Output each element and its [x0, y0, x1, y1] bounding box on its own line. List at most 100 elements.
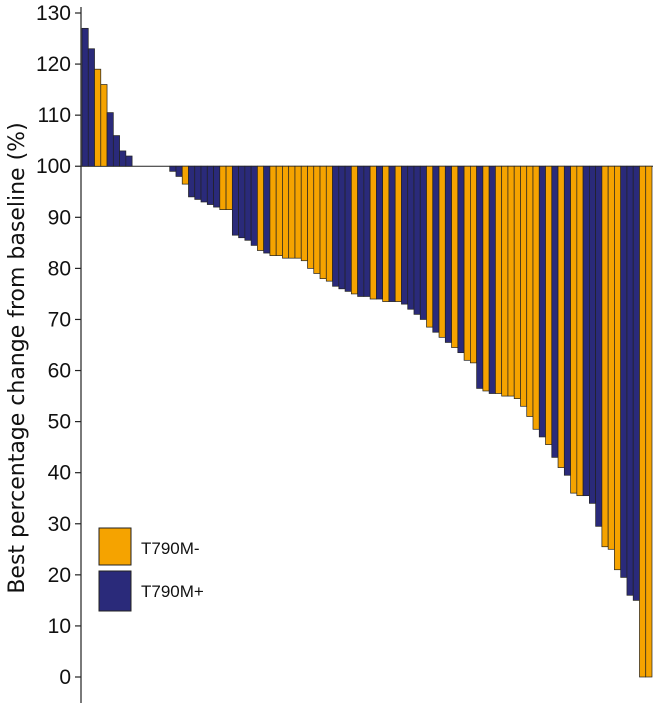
bar-t790m-negative: [495, 165, 503, 394]
legend-label-t790m-positive: T790M+: [141, 582, 204, 601]
bar-t790m-positive: [244, 165, 252, 241]
legend: T790M- T790M+: [98, 527, 204, 612]
bar-t790m-positive: [206, 165, 214, 205]
bar-t790m-negative: [100, 84, 108, 167]
bar-t790m-negative: [426, 165, 434, 328]
bar-t790m-negative: [288, 165, 296, 259]
bar-t790m-positive: [263, 165, 271, 254]
bar-t790m-negative: [576, 165, 584, 497]
bar-t790m-positive: [213, 165, 221, 208]
bar-t790m-positive: [444, 165, 452, 343]
y-tick-label: 50: [48, 411, 71, 434]
bar-t790m-positive: [200, 165, 208, 203]
bar-t790m-negative: [614, 165, 622, 571]
bar-t790m-positive: [563, 165, 571, 476]
bar-t790m-negative: [545, 165, 553, 445]
y-tick-label: 100: [36, 155, 71, 178]
bar-t790m-positive: [357, 165, 365, 297]
legend-swatch-t790m-negative: [98, 527, 132, 566]
bar-t790m-positive: [188, 165, 196, 198]
bar-t790m-positive: [582, 165, 590, 497]
bar-t790m-negative: [350, 165, 358, 295]
y-tick-label: 30: [48, 513, 71, 536]
bar-t790m-negative: [532, 165, 540, 430]
bar-t790m-negative: [463, 165, 471, 361]
bar-t790m-negative: [181, 165, 189, 185]
bar-t790m-positive: [338, 165, 346, 290]
bar-t790m-negative: [438, 165, 446, 338]
legend-label-t790m-negative: T790M-: [141, 539, 200, 558]
bar-t790m-negative: [451, 165, 459, 348]
y-tick-label: 70: [48, 308, 71, 331]
legend-swatch-t790m-positive: [98, 570, 132, 612]
bar-t790m-negative: [369, 165, 377, 300]
bar-t790m-positive: [488, 165, 496, 394]
bar-t790m-positive: [626, 165, 634, 596]
bar-t790m-negative: [94, 68, 102, 167]
y-tick-label: 80: [48, 257, 71, 280]
y-tick-label: 10: [48, 615, 71, 638]
y-tick-label: 110: [38, 104, 71, 127]
bar-t790m-negative: [275, 165, 283, 256]
bar-t790m-positive: [238, 165, 246, 239]
bar-t790m-positive: [551, 165, 559, 458]
bar-t790m-negative: [319, 165, 327, 279]
bar-t790m-negative: [607, 165, 615, 550]
bar-t790m-positive: [632, 165, 640, 601]
bar-t790m-positive: [332, 165, 340, 287]
bar-t790m-negative: [601, 165, 609, 548]
bar-t790m-negative: [570, 165, 578, 494]
bar-t790m-positive: [344, 165, 352, 292]
bar-t790m-positive: [457, 165, 465, 354]
bar-t790m-positive: [401, 165, 409, 305]
bar-t790m-negative: [282, 165, 290, 259]
bar-t790m-negative: [482, 165, 490, 392]
bar-t790m-negative: [325, 165, 333, 282]
bar-t790m-negative: [520, 165, 528, 407]
bar-t790m-negative: [294, 165, 302, 259]
bar-t790m-negative: [300, 165, 308, 262]
bar-t790m-negative: [225, 165, 233, 210]
bar-t790m-negative: [269, 165, 277, 256]
bar-t790m-positive: [407, 165, 415, 310]
bar-t790m-negative: [501, 165, 509, 397]
bar-t790m-positive: [112, 135, 120, 167]
bar-t790m-negative: [219, 165, 227, 210]
bar-t790m-positive: [595, 165, 603, 527]
bar-t790m-positive: [538, 165, 546, 438]
bar-t790m-positive: [175, 165, 183, 177]
bar-t790m-negative: [507, 165, 515, 397]
bar-t790m-negative: [639, 165, 647, 678]
bar-t790m-positive: [194, 165, 202, 200]
bar-t790m-positive: [81, 27, 89, 167]
bar-t790m-positive: [432, 165, 440, 333]
bar-t790m-positive: [231, 165, 239, 236]
bar-t790m-positive: [119, 150, 127, 167]
bar-t790m-negative: [394, 165, 402, 302]
bar-t790m-positive: [250, 165, 258, 246]
bar-t790m-negative: [313, 165, 321, 274]
bar-t790m-positive: [620, 165, 628, 578]
bar-t790m-positive: [413, 165, 421, 315]
y-tick-label: 20: [48, 564, 71, 587]
y-tick-label: 40: [48, 462, 71, 485]
y-tick-label: 60: [48, 360, 71, 383]
bar-t790m-positive: [376, 165, 384, 300]
bar-t790m-negative: [513, 165, 521, 399]
bar-t790m-negative: [470, 165, 477, 364]
bar-t790m-negative: [526, 165, 534, 417]
bar-t790m-positive: [419, 165, 427, 320]
y-tick-label: 90: [48, 206, 71, 229]
bar-t790m-negative: [645, 165, 653, 678]
bar-t790m-negative: [307, 165, 315, 269]
bar-t790m-positive: [363, 165, 371, 297]
bar-t790m-negative: [257, 165, 264, 251]
bar-t790m-negative: [382, 165, 390, 302]
y-tick-label: 0: [59, 666, 71, 689]
bars: [81, 27, 653, 678]
bar-t790m-positive: [125, 155, 133, 167]
y-axis-title: Best percentage change from baseline (%): [5, 122, 30, 593]
bar-t790m-positive: [87, 48, 95, 167]
y-tick-label: 130: [36, 2, 71, 25]
